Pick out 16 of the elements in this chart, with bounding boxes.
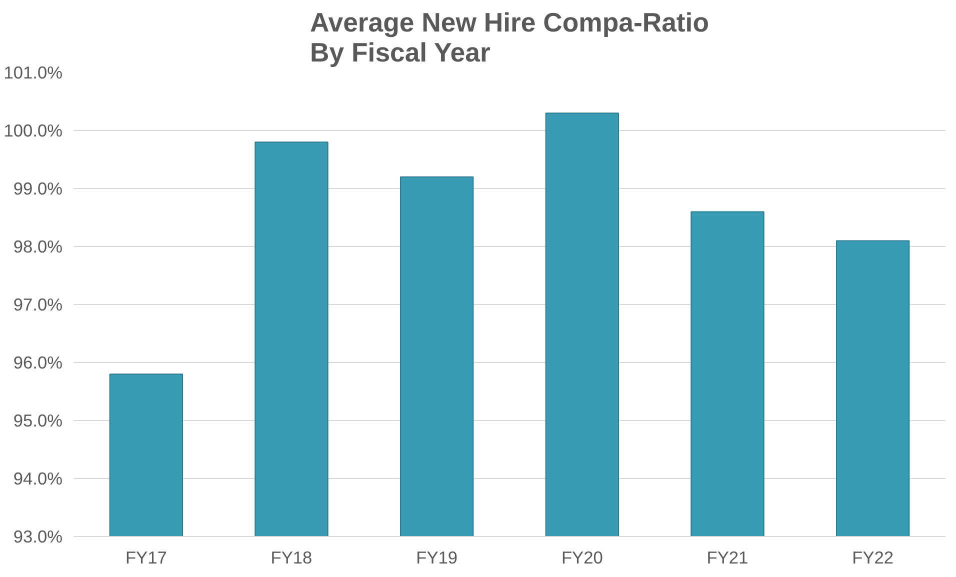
y-tick-label: 95.0%	[13, 410, 63, 430]
y-tick-label: 94.0%	[13, 468, 63, 488]
x-tick-label: FY19	[416, 548, 458, 568]
y-tick-label: 96.0%	[13, 352, 63, 372]
x-tick-label: FY22	[852, 548, 894, 568]
x-tick-label: FY20	[561, 548, 603, 568]
x-tick-label: FY18	[270, 548, 312, 568]
y-tick-label: 101.0%	[4, 62, 63, 82]
chart-title: Average New Hire Compa-Ratio By Fiscal Year	[310, 8, 709, 68]
y-tick-label: 100.0%	[4, 120, 63, 140]
y-tick-label: 98.0%	[13, 236, 63, 256]
y-tick-label: 99.0%	[13, 178, 63, 198]
y-tick-label: 93.0%	[13, 526, 63, 546]
y-tick-label: 97.0%	[13, 294, 63, 314]
x-tick-label: FY17	[125, 548, 167, 568]
x-tick-label: FY21	[706, 548, 748, 568]
